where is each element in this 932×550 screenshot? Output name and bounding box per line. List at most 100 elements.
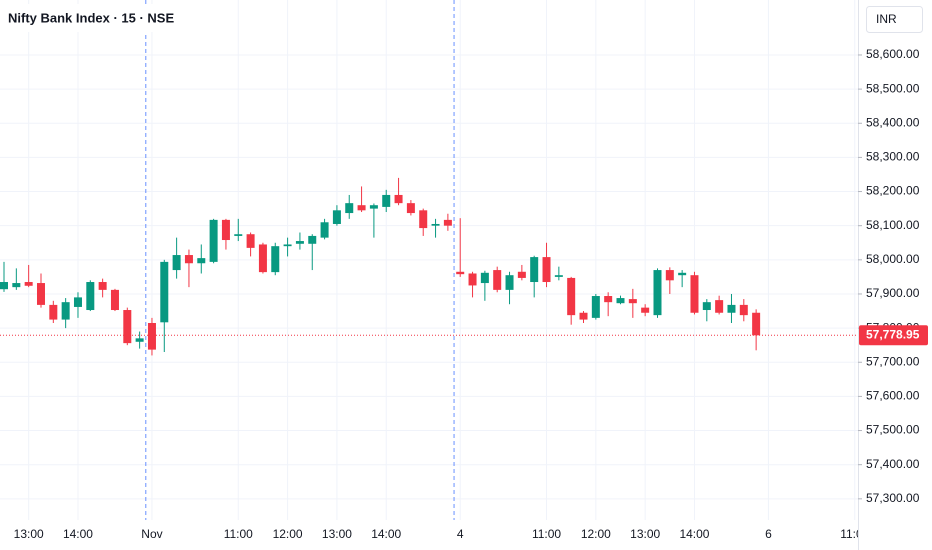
y-tick-label: 58,200.00 [866,184,920,198]
candle-body [234,234,243,236]
candle-body [172,255,181,271]
candle-body [209,219,218,262]
candle-body [653,270,662,316]
candle-body [61,302,70,320]
candle-body [369,205,378,209]
candle-body [567,277,576,316]
candle-body [419,210,428,229]
title-background [0,4,162,32]
candle-body [678,272,687,276]
x-tick-label: 14:00 [371,527,401,541]
candle-body [542,257,551,283]
candle-body [320,222,329,238]
candle-body [406,203,415,214]
plot-area: 13:00 14:00 Nov 11:00 12:00 13:00 14:00 4 11:00 1… [0,0,869,541]
candle-body [456,271,465,275]
candle-body [431,223,440,226]
candle-body [727,304,736,313]
candle-body [579,312,588,320]
x-tick-label: 4 [457,527,464,541]
candle-body [739,304,748,316]
candle-body [690,275,699,313]
candle-body [702,302,711,311]
y-tick-label: 58,100.00 [866,218,920,232]
candle-body [641,307,650,313]
candle-body [197,258,206,264]
grid [0,0,858,520]
last-price-label: 57,778.95 [866,327,920,341]
x-tick-label: 14:00 [63,527,93,541]
candle-body [283,244,292,247]
candle-body [332,210,341,224]
candle-body [752,312,761,336]
candle-body [505,275,514,290]
candle-body [295,241,304,244]
chart-title: Nifty Bank Index · 15 · NSE [8,10,174,25]
candle-body [123,310,132,344]
x-tick-label: 13:00 [322,527,352,541]
candle-body [345,203,354,214]
x-tick-label: 12:00 [273,527,303,541]
candle-body [308,235,317,244]
y-tick-label: 57,700.00 [866,354,920,368]
x-tick-label: 11:00 [840,527,869,541]
candle-body [357,205,366,211]
candle-body [160,261,169,323]
candle-body [715,300,724,313]
candle-body [221,219,230,241]
candle-body [246,234,255,248]
candle-body [135,338,144,342]
candle-body [0,282,8,290]
candle-body [12,283,21,288]
currency-label[interactable]: INR [876,12,897,26]
x-tick-label: 14:00 [679,527,709,541]
y-tick-label: 58,500.00 [866,81,920,95]
candle-body [628,299,637,304]
y-tick-label: 57,400.00 [866,457,920,471]
candle-body [530,257,539,283]
x-tick-label: 11:00 [224,527,253,541]
candle-body [258,244,267,273]
candle-body [147,322,156,350]
y-tick-label: 57,600.00 [866,389,920,403]
x-tick-label: 13:00 [14,527,44,541]
candle-body [382,194,391,207]
y-tick-label: 58,000.00 [866,252,920,266]
candle-body [49,304,58,320]
candle-body [468,273,477,286]
candle-body [110,289,119,311]
candle-body [271,246,280,273]
x-tick-label: 11:00 [532,527,561,541]
y-tick-label: 57,300.00 [866,491,920,505]
candle-body [616,298,625,304]
y-tick-label: 58,400.00 [866,115,920,129]
candle-body [591,296,600,318]
candle-body [24,282,33,286]
x-tick-label: 6 [765,527,772,541]
candle-body [36,283,45,305]
candle-body [394,194,403,204]
candle-body [73,297,82,307]
candle-body [665,270,674,281]
candle-body [517,271,526,278]
candle-body [493,270,502,290]
candle-body [443,219,452,226]
candle-body [604,296,613,303]
y-tick-label: 58,300.00 [866,150,920,164]
candle-body [554,275,563,277]
x-tick-label: 12:00 [581,527,611,541]
y-tick-label: 57,900.00 [866,286,920,300]
candles [0,177,761,356]
candle-body [98,282,107,290]
candle-body [86,282,95,311]
x-tick-label: 13:00 [630,527,660,541]
x-tick-label: Nov [141,527,162,541]
candle-body [480,272,489,284]
last-price-badge [859,325,928,346]
y-tick-label: 58,600.00 [866,47,920,61]
candle-body [184,255,193,264]
y-tick-label: 57,500.00 [866,423,920,437]
currency-box[interactable] [866,6,923,33]
